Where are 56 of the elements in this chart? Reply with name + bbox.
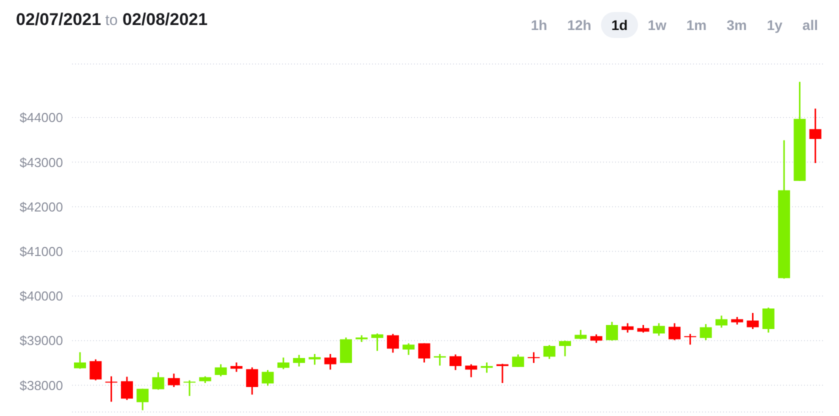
- candlestick: [90, 358, 102, 382]
- candlestick: [277, 356, 290, 370]
- candlestick: [308, 353, 321, 366]
- candlestick: [450, 354, 462, 371]
- candlestick: [168, 372, 180, 388]
- candlestick: [559, 340, 572, 357]
- candlestick: [762, 306, 774, 334]
- candlestick: [574, 329, 587, 340]
- candlestick: [668, 322, 681, 341]
- candlestick: [136, 388, 149, 411]
- candlestick: [809, 108, 822, 164]
- candlestick: [105, 376, 118, 402]
- candlestick: [262, 369, 274, 386]
- candlestick: [324, 353, 336, 370]
- candlestick: [74, 351, 86, 370]
- candlestick: [465, 364, 478, 378]
- y-tick-label: $42000: [20, 199, 63, 214]
- candlestick: [340, 336, 352, 364]
- candlestick: [371, 332, 384, 352]
- text: 1w: [646, 16, 668, 35]
- candlestick: [246, 366, 258, 396]
- selected-tab: 1d: [601, 12, 638, 38]
- candlestick: [715, 314, 728, 328]
- y-tick-label: $44000: [20, 110, 63, 126]
- candlestick: [652, 322, 665, 336]
- candlestick: [622, 322, 634, 334]
- candlestick: [684, 333, 696, 346]
- candlestick: [746, 312, 759, 330]
- candlestick: [152, 372, 164, 390]
- text: 1y: [766, 16, 784, 35]
- y-tick-label: $43000: [20, 154, 63, 170]
- y-tick-label: $38000: [20, 378, 63, 393]
- chart-title: 02/07/2021 to 02/08/2021: [16, 10, 208, 29]
- candlestick: [528, 351, 540, 364]
- candlestick: [418, 342, 430, 364]
- candlestick: [230, 362, 242, 373]
- y-tick-label: $40000: [20, 288, 63, 304]
- candlestick: [386, 333, 399, 354]
- text: 3m: [726, 16, 748, 35]
- candlestick: [480, 362, 493, 374]
- candlestick: [543, 344, 556, 360]
- candlestick: [434, 353, 446, 366]
- candlestick: [184, 380, 196, 397]
- candlestick: [120, 376, 133, 401]
- y-tick-label: $41000: [20, 244, 63, 259]
- y-tick-label: $39000: [20, 333, 63, 348]
- candlestick: [512, 354, 524, 368]
- candlestick: [700, 323, 712, 341]
- candlestick: [293, 354, 306, 368]
- text: all: [801, 16, 819, 35]
- text: 1h: [530, 16, 548, 35]
- text: 12h: [566, 16, 592, 35]
- text: 1m: [685, 16, 708, 35]
- candlestick: [214, 364, 227, 378]
- candlestick: [606, 321, 618, 342]
- candlestick: [402, 342, 415, 356]
